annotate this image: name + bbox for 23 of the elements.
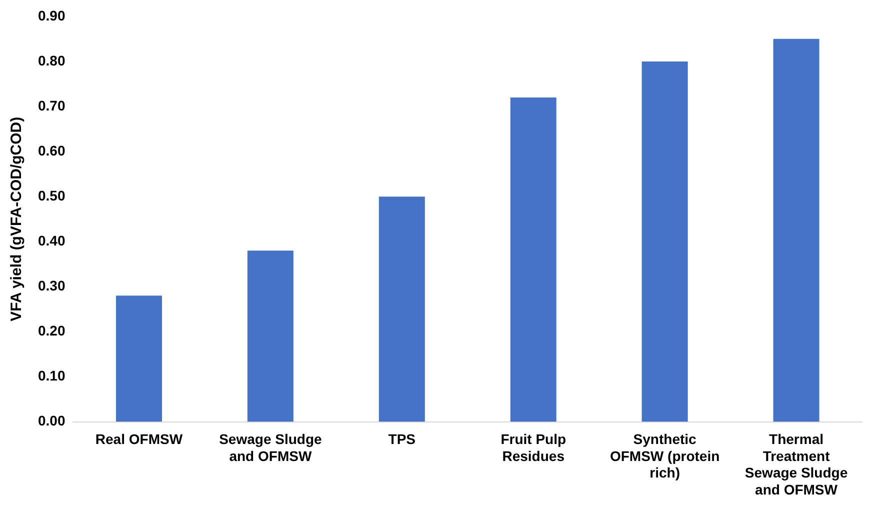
bar (510, 97, 556, 422)
x-tick-label: Real OFMSW (95, 431, 184, 448)
x-tick-label: Synthetic OFMSW (protein rich) (610, 431, 720, 481)
y-tick-label: 0.80 (38, 52, 66, 68)
y-tick-label: 0.40 (38, 232, 66, 248)
x-tick-label: Sewage Sludge and OFMSW (219, 431, 322, 464)
y-tick-label: 0.30 (38, 278, 66, 294)
bar (247, 250, 294, 422)
bar (378, 196, 425, 422)
bar (116, 296, 162, 422)
bar (773, 38, 820, 422)
y-tick-label: 0.00 (38, 412, 66, 429)
y-axis-title: VFA yield (gVFA-COD/gCOD) (8, 116, 26, 322)
y-tick-label: 0.50 (38, 187, 66, 204)
y-tick-label: 0.60 (38, 142, 66, 158)
y-tick-label: 0.90 (38, 7, 66, 24)
y-tick-label: 0.70 (38, 97, 66, 114)
y-tick-label: 0.20 (38, 322, 66, 339)
x-tick-label: Fruit Pulp Residues (500, 431, 566, 464)
x-tick-label: Thermal Treatment Sewage Sludge and OFMSW (744, 431, 848, 498)
bar (642, 61, 688, 422)
x-tick-label: TPS (388, 431, 416, 448)
y-tick-label: 0.10 (38, 368, 66, 384)
